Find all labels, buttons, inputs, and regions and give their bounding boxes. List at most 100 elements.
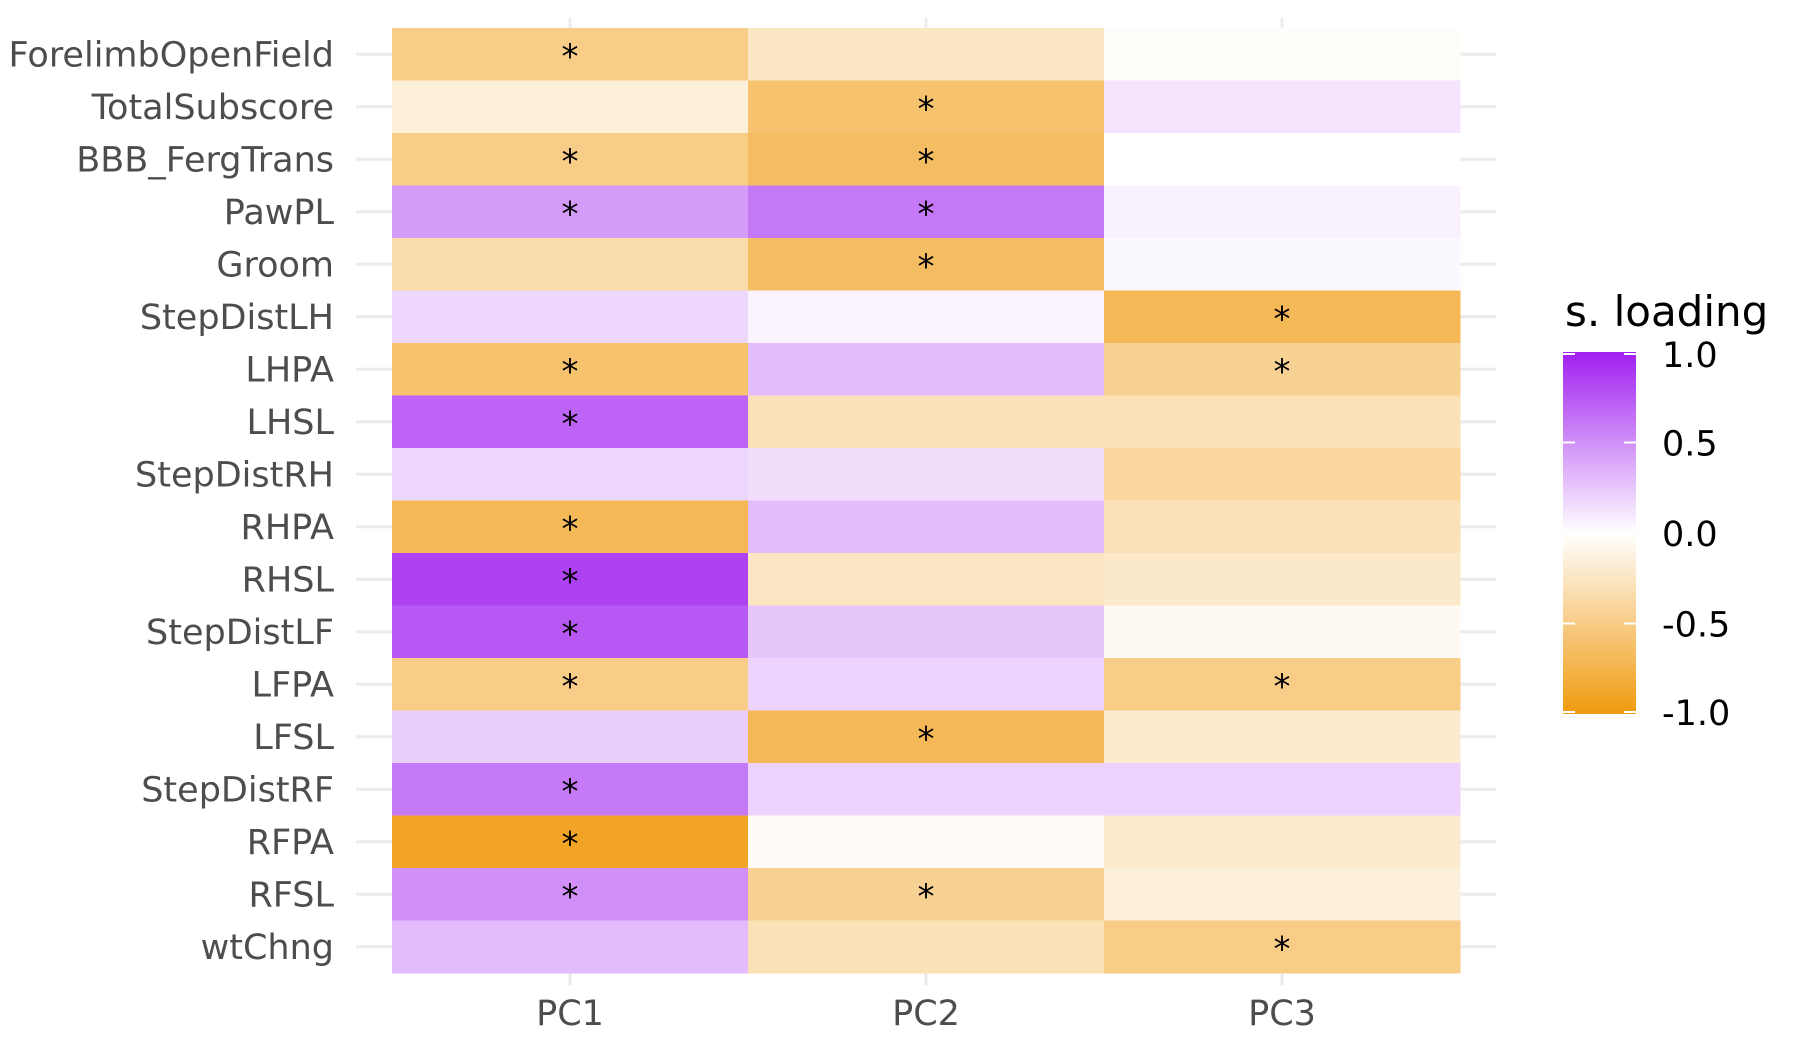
- heatmap-tiles: [392, 28, 1461, 974]
- heatmap-tile: [1104, 133, 1461, 186]
- y-tick-label: LFSL: [253, 718, 334, 758]
- heatmap-tile: [748, 710, 1105, 764]
- legend-tick-label: 0.0: [1662, 515, 1718, 555]
- significance-star: *: [918, 142, 935, 182]
- significance-star: *: [562, 510, 579, 550]
- heatmap-tile: [392, 343, 749, 396]
- significance-star: *: [1274, 352, 1291, 392]
- y-tick-label: ForelimbOpenField: [9, 35, 334, 75]
- heatmap-tile: [392, 763, 749, 816]
- heatmap-tile: [1104, 395, 1461, 449]
- significance-star: *: [562, 142, 579, 182]
- heatmap-tile: [392, 448, 749, 501]
- heatmap-tile: [748, 658, 1105, 711]
- heatmap-tile: [392, 815, 749, 869]
- significance-star: *: [918, 247, 935, 287]
- heatmap-tile: [748, 185, 1105, 239]
- legend-ticks: 1.0 0.5 0.0 -0.5 -1.0: [1563, 336, 1730, 734]
- y-tick-label: LHPA: [245, 350, 334, 390]
- y-tick-label: BBB_FergTrans: [76, 140, 334, 180]
- y-tick-label: RFSL: [248, 875, 334, 915]
- heatmap-tile: [392, 185, 749, 239]
- y-tick-label: LFPA: [252, 665, 334, 705]
- heatmap-tile: [748, 290, 1105, 344]
- legend-title: s. loading: [1565, 287, 1768, 336]
- significance-star: *: [1274, 667, 1291, 707]
- heatmap-tile: [1104, 28, 1461, 81]
- significance-star: *: [562, 615, 579, 655]
- heatmap-tile: [392, 395, 749, 449]
- significance-star: *: [918, 720, 935, 760]
- significance-star: *: [562, 877, 579, 917]
- legend-tick-label: -0.5: [1662, 606, 1730, 646]
- y-tick-label: wtChng: [201, 928, 334, 968]
- heatmap-tile: [748, 80, 1105, 134]
- x-axis-labels: PC1 PC2 PC3: [536, 994, 1316, 1034]
- y-tick-label: TotalSubscore: [91, 88, 334, 128]
- significance-star: *: [562, 352, 579, 392]
- heatmap-tile: [1104, 553, 1461, 606]
- significance-star: *: [562, 825, 579, 865]
- y-tick-label: StepDistRH: [135, 455, 334, 495]
- y-tick-label: RHSL: [242, 560, 335, 600]
- heatmap-tile: [392, 133, 749, 186]
- y-tick-label: PawPL: [224, 193, 335, 233]
- heatmap-tile: [392, 80, 749, 134]
- y-tick-label: RFPA: [247, 823, 334, 863]
- y-tick-label: Groom: [216, 245, 334, 285]
- significance-star: *: [918, 877, 935, 917]
- heatmap-tile: [748, 343, 1105, 396]
- heatmap-tile: [1104, 343, 1461, 396]
- heatmap-tile: [1104, 763, 1461, 816]
- heatmap-tile: [1104, 868, 1461, 921]
- y-tick-label: StepDistLF: [146, 613, 334, 653]
- significance-star: *: [918, 90, 935, 130]
- legend-tick-label: -1.0: [1662, 694, 1730, 734]
- heatmap-tile: [1104, 710, 1461, 764]
- y-tick-label: LHSL: [246, 403, 334, 443]
- heatmap-tile: [1104, 658, 1461, 711]
- heatmap-tile: [1104, 238, 1461, 291]
- significance-star: *: [918, 195, 935, 235]
- heatmap-tile: [392, 238, 749, 291]
- significance-star: *: [1274, 300, 1291, 340]
- heatmap-tile: [392, 658, 749, 711]
- heatmap-tile: [748, 500, 1105, 554]
- x-tick-label: PC1: [536, 994, 604, 1034]
- legend-colorbar: [1563, 352, 1636, 714]
- heatmap-tile: [1104, 605, 1461, 659]
- legend-tick-label: 1.0: [1662, 336, 1718, 376]
- heatmap-tile: [392, 553, 749, 606]
- heatmap-tile: [392, 605, 749, 659]
- x-tick-label: PC2: [892, 994, 960, 1034]
- y-tick-label: RHPA: [241, 508, 335, 548]
- significance-star: *: [562, 37, 579, 77]
- heatmap-tile: [748, 395, 1105, 449]
- significance-star: *: [562, 562, 579, 602]
- y-tick-label: StepDistRF: [141, 770, 334, 810]
- heatmap-tile: [748, 868, 1105, 921]
- heatmap-tile: [748, 553, 1105, 606]
- heatmap-tile: [392, 920, 749, 974]
- legend: s. loading 1.0 0.5 0.0 -0.5 -1.0: [1563, 287, 1768, 734]
- heatmap-tile: [392, 868, 749, 921]
- heatmap-tile: [748, 605, 1105, 659]
- significance-markers: * * * * * * * * * * * * * * * * * * * * * *: [562, 37, 1291, 970]
- heatmap-tile: [748, 238, 1105, 291]
- legend-tick-label: 0.5: [1662, 425, 1718, 465]
- x-tick-label: PC3: [1248, 994, 1316, 1034]
- significance-star: *: [1274, 930, 1291, 970]
- heatmap-tile: [1104, 815, 1461, 869]
- heatmap-tile: [392, 500, 749, 554]
- significance-star: *: [562, 405, 579, 445]
- heatmap-tile: [1104, 290, 1461, 344]
- significance-star: *: [562, 772, 579, 812]
- heatmap-tile: [1104, 185, 1461, 239]
- heatmap-tile: [1104, 500, 1461, 554]
- heatmap-tile: [392, 710, 749, 764]
- heatmap-tile: [1104, 80, 1461, 134]
- y-axis-labels: ForelimbOpenField TotalSubscore BBB_FergTr…: [9, 35, 335, 968]
- heatmap-tile: [392, 290, 749, 344]
- heatmap-tile: [748, 133, 1105, 186]
- significance-star: *: [562, 195, 579, 235]
